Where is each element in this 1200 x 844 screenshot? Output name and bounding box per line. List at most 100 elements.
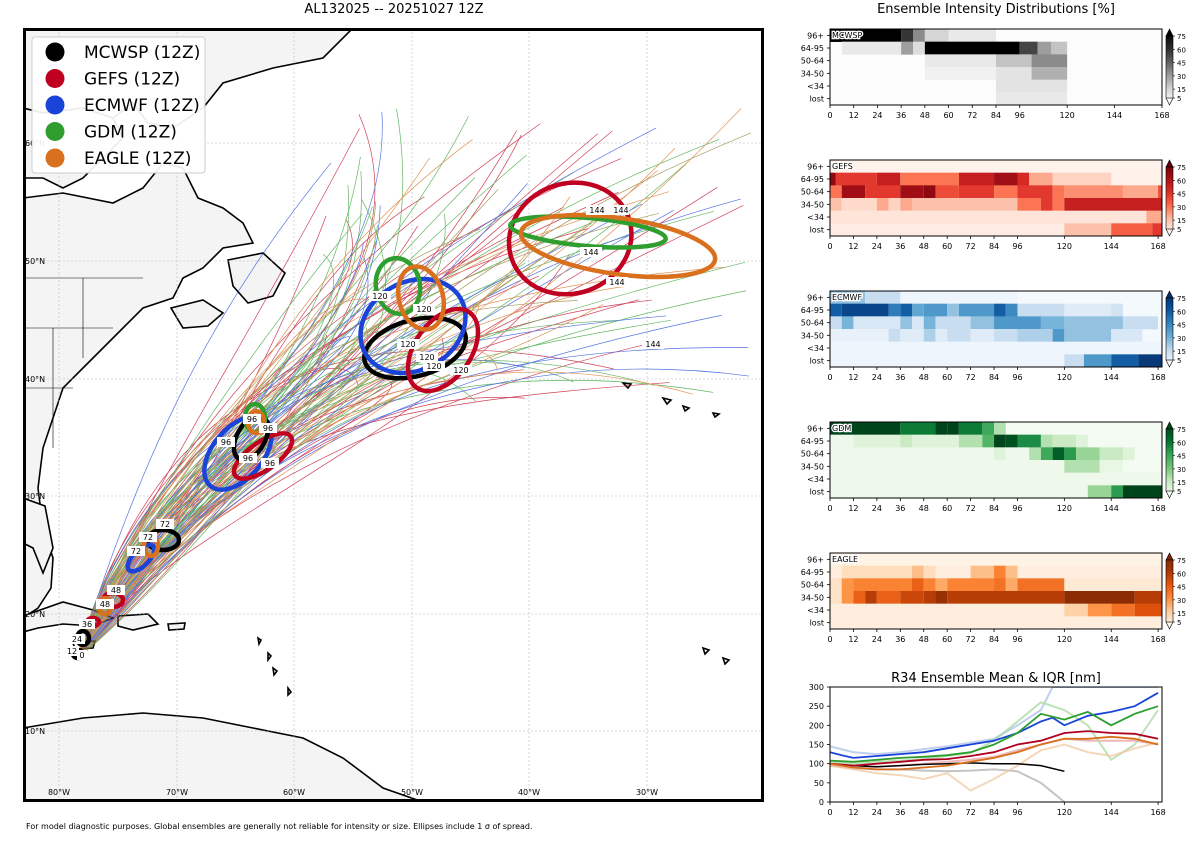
- heatmap-row-label: 34-50: [801, 462, 824, 471]
- svg-text:60°W: 60°W: [283, 788, 305, 797]
- legend-label: ECMWF (12Z): [84, 96, 200, 116]
- map-legend: MCWSP (12Z) GEFS (12Z) ECMWF (12Z) GDM (12Z…: [31, 36, 206, 174]
- heatmap-x-tick: 144: [1104, 635, 1119, 644]
- svg-text:96: 96: [263, 424, 273, 433]
- heatmap-cell: [830, 185, 842, 199]
- label-12: 12: [67, 647, 77, 656]
- heatmap-x-tick: 12: [848, 373, 858, 382]
- heatmap-cell: [830, 422, 901, 435]
- colorbar-tick: 60: [1177, 308, 1186, 316]
- heatmap-cell: [912, 578, 924, 592]
- heatmap-cell: [830, 472, 1162, 486]
- heatmap-x-tick: 72: [966, 373, 976, 382]
- heatmap-cell: [830, 291, 866, 304]
- heatmap-cell: [841, 198, 877, 211]
- heatmap-x-tick: 84: [989, 504, 999, 513]
- ensemble-track: [77, 228, 481, 659]
- heatmap-cell: [900, 422, 936, 435]
- colorbar-tick: 45: [1177, 60, 1186, 68]
- heatmap-cell: [947, 422, 959, 435]
- label-96: 96: [221, 438, 231, 447]
- r34-series-line: [830, 687, 1159, 756]
- heatmap-x-tick: 120: [1057, 504, 1072, 513]
- heatmap-cell: [994, 434, 1006, 448]
- heatmap-cell: [958, 185, 995, 199]
- heatmap-x-tick: 12: [848, 635, 858, 644]
- heatmap-title: GDM: [832, 424, 851, 433]
- heatmap-x-tick: 12: [849, 111, 859, 120]
- forecast-hour-labels: 144 144 144 144 144 120 120 120 120 120 …: [65, 205, 664, 660]
- footer-note: For model diagnostic purposes. Global en…: [26, 822, 533, 831]
- heatmap-row-label: 50-64: [801, 581, 824, 590]
- heatmap-cell: [923, 185, 936, 199]
- heatmap-cell: [1017, 329, 1053, 342]
- colorbar-tick: 45: [1177, 453, 1186, 461]
- heatmap-row-label: 96+: [807, 293, 824, 302]
- heatmap-x-tick: 144: [1104, 242, 1119, 251]
- r34-x-tick: 48: [919, 808, 929, 817]
- heatmap-cell: [1017, 434, 1041, 448]
- ensemble-track: [77, 162, 332, 659]
- heatmap-cell: [923, 578, 936, 592]
- heatmap-x-tick: 96: [1012, 373, 1022, 382]
- colorbar-tick: 5: [1177, 357, 1181, 365]
- heatmap-cell: [1122, 316, 1159, 330]
- label-24: 24: [72, 635, 82, 644]
- heatmap-x-tick: 144: [1104, 373, 1119, 382]
- heatmap-cell: [1040, 316, 1065, 330]
- heatmap-cell: [830, 616, 1162, 630]
- heatmap-row-label: lost: [810, 95, 824, 104]
- svg-text:40°W: 40°W: [518, 788, 540, 797]
- label-0: 0: [79, 651, 84, 660]
- heatmap-cell: [970, 316, 995, 330]
- heatmap-cell: [912, 198, 1018, 211]
- heatmap-x-tick: 72: [967, 111, 977, 120]
- r34-x-tick: 36: [895, 808, 905, 817]
- legend-label: GEFS (12Z): [84, 70, 180, 90]
- svg-text:120: 120: [372, 292, 387, 301]
- svg-text:70°W: 70°W: [166, 788, 188, 797]
- heatmap-cell: [830, 316, 842, 330]
- r34-series-line: [830, 741, 1159, 792]
- heatmap-cell: [1122, 185, 1159, 199]
- heatmap-x-tick: 168: [1154, 111, 1169, 120]
- svg-text:96: 96: [265, 459, 275, 468]
- heatmap-cell: [1052, 329, 1065, 342]
- heatmap-x-tick: 168: [1150, 504, 1165, 513]
- r34-series-line: [830, 735, 1159, 771]
- heatmap-cell: [1019, 41, 1038, 55]
- colorbar-tick: 5: [1177, 95, 1181, 103]
- heatmap-cell: [830, 329, 889, 342]
- heatmap-cell: [1005, 565, 1018, 579]
- heatmap-cell: [830, 578, 842, 592]
- svg-text:48: 48: [111, 586, 121, 595]
- track-map-svg: 144 144 144 144 144 120 120 120 120 120 …: [23, 28, 764, 802]
- r34-y-tick: 300: [809, 683, 824, 692]
- gdm-ellipse-144: [508, 214, 668, 250]
- heatmap-x-tick: 84: [989, 373, 999, 382]
- heatmap-cell: [888, 303, 901, 317]
- heatmap-row-label: 96+: [807, 31, 824, 40]
- heatmap-cell: [1052, 198, 1065, 211]
- heatmap-frame: [829, 290, 1163, 368]
- heatmap-x-tick: 84: [991, 111, 1001, 120]
- svg-text:144: 144: [609, 278, 624, 287]
- heatmap-cell: [1017, 198, 1041, 211]
- r34-x-tick: 12: [848, 808, 858, 817]
- heatmap-x-tick: 48: [919, 242, 929, 251]
- heatmap-cell: [970, 329, 995, 342]
- heatmap-cell: [853, 591, 866, 604]
- heatmap-x-tick: 12: [848, 504, 858, 513]
- heatmap-cell: [982, 434, 995, 448]
- heatmap-row-label: 34-50: [801, 200, 824, 209]
- heatmap-cell: [924, 41, 1020, 55]
- heatmap-cell: [1017, 578, 1065, 592]
- heatmap-cell: [841, 303, 889, 317]
- heatmap-cell: [996, 67, 1032, 80]
- heatmap-x-tick: 36: [895, 504, 905, 513]
- heatmap-x-tick: 36: [896, 111, 906, 120]
- heatmap-x-tick: 144: [1104, 504, 1119, 513]
- heatmap-cell: [958, 434, 983, 448]
- heatmap-x-tick: 60: [942, 635, 952, 644]
- r34-x-tick: 144: [1104, 808, 1119, 817]
